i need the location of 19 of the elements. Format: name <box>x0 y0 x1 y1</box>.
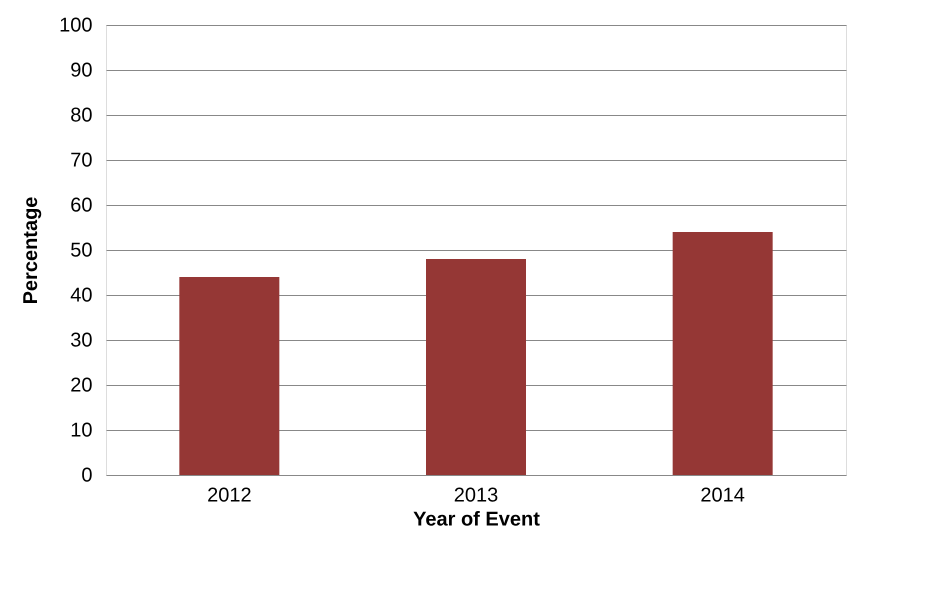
x-tick-label: 2012 <box>207 484 252 506</box>
y-tick-label: 60 <box>70 194 92 216</box>
y-tick-label: 0 <box>81 464 92 486</box>
x-tick-label: 2014 <box>700 484 745 506</box>
y-tick-label: 70 <box>70 150 92 172</box>
bar <box>672 232 773 475</box>
y-axis-title: Percentage <box>20 196 42 304</box>
x-axis-title: Year of Event <box>413 508 540 530</box>
bar <box>179 277 280 475</box>
bar <box>426 259 526 475</box>
y-tick-label: 30 <box>70 330 92 352</box>
x-tick-label: 2013 <box>454 484 498 506</box>
y-tick-label: 100 <box>59 14 92 36</box>
y-tick-label: 80 <box>70 104 92 126</box>
y-tick-label: 20 <box>70 374 92 396</box>
y-tick-label: 90 <box>70 60 92 82</box>
y-tick-label: 10 <box>70 420 92 442</box>
y-tick-label: 50 <box>70 240 92 262</box>
y-tick-label: 40 <box>70 284 92 306</box>
